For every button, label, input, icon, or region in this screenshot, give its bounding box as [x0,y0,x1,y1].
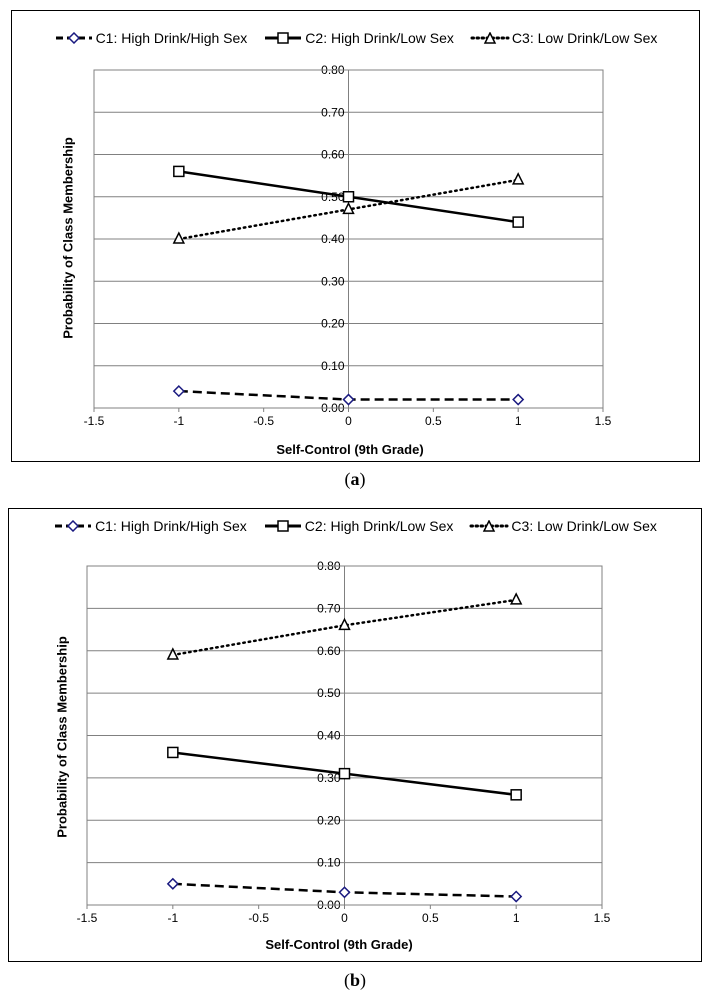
legend: C1: High Drink/High Sex C2: High Drink/L… [12,27,699,49]
data-point-c1 [338,886,351,899]
data-point-c2 [512,216,524,228]
line-chart-b: 0.000.100.200.300.400.500.600.700.80-1.5… [77,559,611,925]
y-tick-label: 0.40 [317,729,341,743]
data-point-c3 [338,617,351,631]
y-tick-label: 0.70 [317,601,341,615]
x-tick-label: 1 [515,414,522,428]
y-tick-label: 0.40 [321,232,345,246]
data-point-c3 [511,172,525,185]
data-point-c3 [172,231,186,244]
legend-swatch-c3 [470,32,510,44]
y-tick-label: 0.20 [317,813,341,827]
y-tick-label: 0.10 [317,856,341,870]
data-point-c1 [166,877,179,890]
x-tick-label: -0.5 [253,414,274,428]
caption-a: (a) [344,469,366,489]
y-axis-label: Probability of Class Membership [54,636,70,838]
legend-label-c1: C1: High Drink/High Sex [95,518,247,534]
y-tick-label: 0.20 [321,317,345,331]
x-tick-label: -0.5 [248,911,269,925]
data-point-c1 [512,393,525,406]
x-tick-label: -1.5 [77,911,98,925]
data-point-c3 [509,592,523,605]
x-tick-label: 1.5 [594,911,611,925]
legend-item-c1: C1: High Drink/High Sex [54,30,248,46]
y-tick-label: 0.60 [321,148,345,162]
legend-swatch-c2 [264,520,301,532]
y-tick-label: 0.70 [321,105,345,119]
legend-label-c1: C1: High Drink/High Sex [95,30,248,46]
x-tick-label: 0.5 [422,911,439,925]
data-point-c2 [173,165,185,178]
x-tick-label: 0 [345,414,352,428]
y-tick-label: 0.50 [317,686,341,700]
data-point-c1 [510,890,523,903]
caption-letter-a: a [350,469,360,489]
caption-b: (b) [343,970,367,990]
chart-panel-a: C1: High Drink/High Sex C2: High Drink/L… [11,10,700,462]
x-tick-label: -1 [173,414,184,428]
data-point-c1 [342,393,355,406]
x-tick-label: -1 [167,911,178,925]
legend-item-c3: C3: Low Drink/Low Sex [469,518,657,534]
legend-swatch-c1 [55,520,92,532]
data-point-c1 [172,385,185,398]
legend-swatch-c3 [469,520,509,532]
x-axis-label: Self-Control (9th Grade) [265,937,413,952]
x-tick-label: 0 [341,911,348,925]
y-axis-label: Probability of Class Membership [60,137,76,339]
legend-item-c2: C2: High Drink/Low Sex [263,30,454,46]
legend: C1: High Drink/High Sex C2: High Drink/L… [9,515,701,537]
caption-letter-b: b [349,970,361,990]
x-axis-label: Self-Control (9th Grade) [276,442,424,457]
legend-item-c1: C1: High Drink/High Sex [53,518,247,534]
legend-item-c3: C3: Low Drink/Low Sex [470,30,658,46]
legend-swatch-c1 [55,32,92,44]
data-point-c2 [338,767,351,780]
chart-panel-b: C1: High Drink/High Sex C2: High Drink/L… [8,508,702,962]
legend-swatch-c2 [265,32,302,44]
line-chart-a: 0.000.100.200.300.400.500.600.700.80-1.5… [84,63,612,428]
x-tick-label: 0.5 [425,414,442,428]
legend-label-c2: C2: High Drink/Low Sex [304,518,454,534]
data-point-c2 [510,789,522,801]
y-tick-label: 0.30 [317,771,341,785]
y-tick-label: 0.30 [321,274,345,288]
x-tick-label: -1.5 [84,414,105,428]
legend-label-c3: C3: Low Drink/Low Sex [511,518,657,534]
legend-item-c2: C2: High Drink/Low Sex [263,518,454,534]
data-point-c3 [342,201,355,215]
y-tick-label: 0.60 [317,644,341,658]
legend-label-c2: C2: High Drink/Low Sex [305,30,454,46]
x-tick-label: 1 [513,911,520,925]
y-tick-label: 0.10 [321,359,345,373]
x-tick-label: 1.5 [595,414,612,428]
data-point-c2 [342,191,355,203]
data-point-c2 [167,746,179,759]
legend-label-c3: C3: Low Drink/Low Sex [511,30,658,46]
data-point-c3 [166,647,180,660]
